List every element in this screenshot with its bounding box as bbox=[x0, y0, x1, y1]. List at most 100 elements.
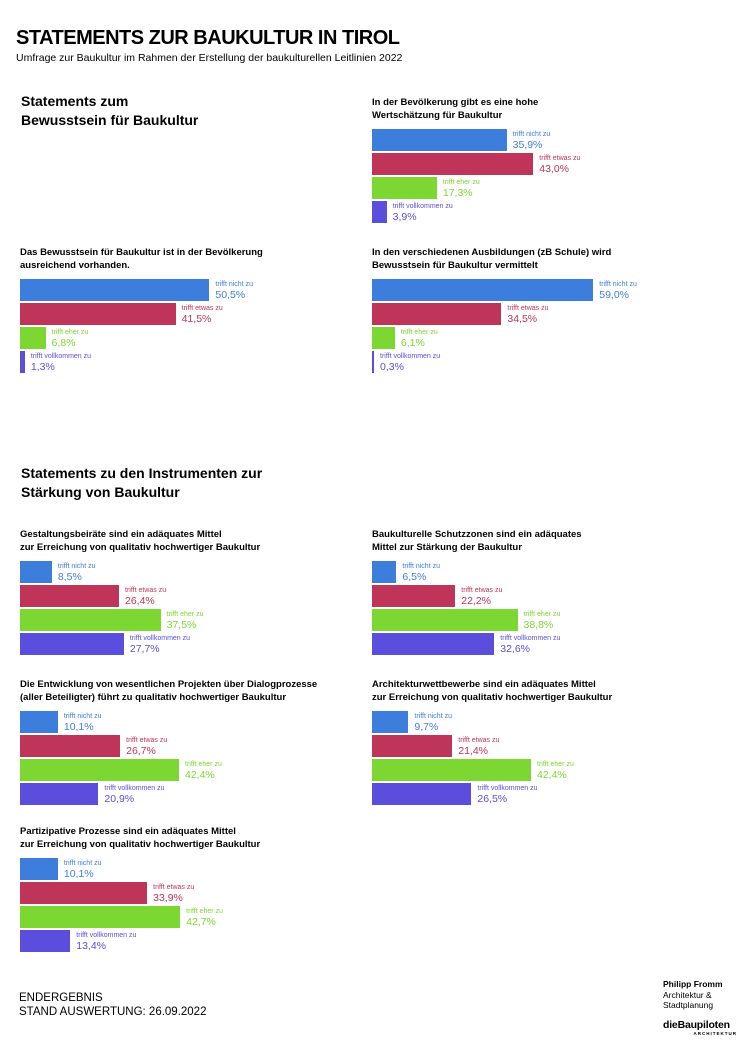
bar-label: trifft nicht zu 8,5% bbox=[58, 563, 96, 583]
bar-label: trifft eher zu 6,1% bbox=[401, 329, 438, 349]
bar bbox=[372, 279, 594, 301]
bar-category-label: trifft etwas zu bbox=[125, 587, 167, 594]
bar-row: trifft eher zu 6,1% bbox=[372, 327, 732, 349]
bar-category-label: trifft eher zu bbox=[442, 179, 480, 186]
bar-value-label: 0,3% bbox=[380, 361, 404, 373]
chart-title: Das Bewusstsein für Baukultur ist in der… bbox=[20, 247, 263, 271]
section-heading-awareness: Statements zum Bewusstsein für Baukultur bbox=[21, 93, 199, 128]
bar bbox=[372, 153, 534, 175]
logo-brand-subtitle: ARCHITEKTUR bbox=[693, 1030, 737, 1036]
chart-bars: trifft nicht zu 59,0% trifft etwas zu 34,5%… bbox=[372, 279, 732, 373]
bar-label: trifft etwas zu 43,0% bbox=[539, 155, 580, 175]
bar bbox=[20, 783, 99, 805]
bar-label: trifft etwas zu 22,2% bbox=[461, 587, 502, 607]
bar-category-label: trifft vollkommen zu bbox=[392, 203, 453, 210]
bar-category-label: trifft etwas zu bbox=[539, 155, 581, 162]
bar-label: trifft etwas zu 26,4% bbox=[125, 587, 166, 607]
chart-bewusstsein-vorhanden: Das Bewusstsein für Baukultur ist in der… bbox=[20, 246, 380, 375]
bar-category-label: trifft vollkommen zu bbox=[477, 785, 538, 792]
bar-row: trifft vollkommen zu 3,9% bbox=[372, 201, 732, 223]
bar-label: trifft nicht zu 59,0% bbox=[599, 281, 637, 301]
bar-value-label: 13,4% bbox=[76, 940, 107, 952]
bar-value-label: 26,4% bbox=[125, 595, 155, 607]
chart-partizipative-prozesse: Partizipative Prozesse sind ein adäquate… bbox=[20, 825, 380, 954]
bar-row: trifft etwas zu 34,5% bbox=[372, 303, 732, 325]
bar bbox=[372, 129, 507, 151]
bar-value-label: 17,3% bbox=[442, 187, 473, 199]
chart-gestaltungsbeiraete: Gestaltungsbeiräte sind ein adäquates Mi… bbox=[20, 528, 380, 657]
bar-category-label: trifft eher zu bbox=[51, 329, 89, 336]
bar-category-label: trifft eher zu bbox=[523, 611, 561, 618]
bar bbox=[20, 561, 52, 583]
bar bbox=[372, 201, 387, 223]
chart-bars: trifft nicht zu 10,1% trifft etwas zu 33,9%… bbox=[20, 858, 380, 952]
bar-label: trifft nicht zu 10,1% bbox=[64, 713, 102, 733]
bar-label: trifft eher zu 38,8% bbox=[524, 611, 561, 631]
bar-row: trifft etwas zu 26,7% bbox=[20, 735, 380, 757]
bar bbox=[20, 711, 58, 733]
logo-brand-wordmark: dieBaupiloten bbox=[663, 1018, 730, 1031]
bar-row: trifft vollkommen zu 13,4% bbox=[20, 930, 380, 952]
bar-row: trifft eher zu 6,8% bbox=[20, 327, 380, 349]
bar bbox=[372, 303, 502, 325]
bar-label: trifft vollkommen zu 0,3% bbox=[380, 353, 440, 373]
bar-category-label: trifft etwas zu bbox=[458, 737, 500, 744]
chart-architekturwettbewerbe: Architekturwettbewerbe sind ein adäquate… bbox=[372, 678, 732, 807]
page-subtitle: Umfrage zur Baukultur im Rahmen der Erst… bbox=[16, 52, 403, 64]
chart-bars: trifft nicht zu 35,9% trifft etwas zu 43,0%… bbox=[372, 129, 732, 223]
bar-row: trifft eher zu 37,5% bbox=[20, 609, 380, 631]
bar-category-label: trifft etwas zu bbox=[461, 587, 503, 594]
bar bbox=[20, 279, 210, 301]
bar-label: trifft etwas zu 21,4% bbox=[458, 737, 499, 757]
bar bbox=[372, 759, 531, 781]
bar-label: trifft nicht zu 10,1% bbox=[64, 860, 102, 880]
bar-label: trifft vollkommen zu 32,6% bbox=[500, 635, 560, 655]
bar-value-label: 22,2% bbox=[461, 595, 492, 607]
bar-value-label: 59,0% bbox=[599, 289, 630, 301]
bar-value-label: 26,5% bbox=[477, 793, 508, 805]
bar-label: trifft etwas zu 41,5% bbox=[182, 305, 223, 325]
footer-result-status: ENDERGEBNIS bbox=[19, 992, 103, 1004]
bar-row: trifft nicht zu 9,7% bbox=[372, 711, 732, 733]
bar-category-label: trifft nicht zu bbox=[215, 281, 253, 288]
bar-row: trifft etwas zu 22,2% bbox=[372, 585, 732, 607]
bar-category-label: trifft nicht zu bbox=[512, 131, 551, 138]
bar bbox=[20, 930, 71, 952]
bar-category-label: trifft vollkommen zu bbox=[129, 635, 191, 642]
bar-category-label: trifft vollkommen zu bbox=[76, 932, 137, 939]
bar-value-label: 32,6% bbox=[500, 643, 531, 655]
bar-label: trifft eher zu 42,7% bbox=[186, 908, 223, 928]
bar-row: trifft vollkommen zu 0,3% bbox=[372, 351, 732, 373]
bar-label: trifft nicht zu 50,5% bbox=[215, 281, 253, 301]
bar-category-label: trifft etwas zu bbox=[153, 884, 195, 891]
bar-value-label: 1,3% bbox=[30, 361, 55, 373]
bar-row: trifft eher zu 38,8% bbox=[372, 609, 732, 631]
bar bbox=[20, 609, 161, 631]
bar bbox=[372, 783, 472, 805]
bar-value-label: 43,0% bbox=[539, 163, 570, 175]
chart-bars: trifft nicht zu 8,5% trifft etwas zu 26,4% t… bbox=[20, 561, 380, 655]
bar-category-label: trifft vollkommen zu bbox=[104, 785, 165, 792]
bar-value-label: 42,4% bbox=[537, 769, 567, 781]
bar-row: trifft nicht zu 35,9% bbox=[372, 129, 732, 151]
bar-category-label: trifft eher zu bbox=[186, 908, 223, 915]
chart-title: Baukulturelle Schutzzonen sind ein adäqu… bbox=[372, 529, 582, 553]
bar-row: trifft eher zu 17,3% bbox=[372, 177, 732, 199]
bar-value-label: 6,1% bbox=[400, 337, 425, 349]
bar-row: trifft nicht zu 59,0% bbox=[372, 279, 732, 301]
bar-value-label: 42,7% bbox=[186, 916, 216, 928]
bar bbox=[20, 858, 58, 880]
bar-label: trifft vollkommen zu 1,3% bbox=[31, 353, 91, 373]
bar-value-label: 33,9% bbox=[153, 892, 183, 904]
bar-row: trifft nicht zu 8,5% bbox=[20, 561, 380, 583]
bar-label: trifft vollkommen zu 20,9% bbox=[104, 785, 164, 805]
bar-value-label: 21,4% bbox=[458, 745, 489, 757]
section-heading-instruments: Statements zu den Instrumenten zur Stärk… bbox=[21, 465, 263, 500]
logo-author-line2: Architektur & bbox=[663, 989, 712, 1000]
bar-category-label: trifft vollkommen zu bbox=[380, 353, 441, 360]
bar bbox=[372, 327, 395, 349]
chart-dialogprozesse: Die Entwicklung von wesentlichen Projekt… bbox=[20, 678, 380, 807]
bar-category-label: trifft vollkommen zu bbox=[500, 635, 561, 642]
chart-bars: trifft nicht zu 10,1% trifft etwas zu 26,7%… bbox=[20, 711, 380, 805]
bar-label: trifft vollkommen zu 27,7% bbox=[130, 635, 190, 655]
